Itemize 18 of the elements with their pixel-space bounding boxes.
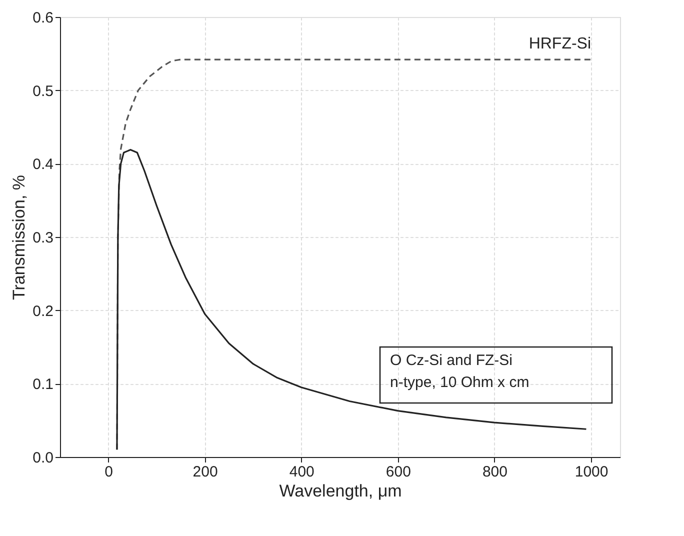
- x-axis-title: Wavelength, μm: [279, 482, 402, 500]
- y-tick-label: 0.6: [32, 10, 54, 26]
- x-tick-label: 200: [192, 464, 218, 480]
- line-series: [116, 148, 588, 450]
- x-tick-label: 400: [289, 464, 314, 480]
- series-label: HRFZ-Si: [528, 36, 592, 53]
- annotation: O Cz-Si and FZ-Si n-type, 10 Ohm x cm: [390, 352, 530, 391]
- x-tick-label: 800: [482, 464, 508, 480]
- y-tick-label: 0.1: [32, 376, 54, 394]
- x-tick-label: 0: [104, 464, 113, 480]
- y-tick-label: 0.0: [32, 450, 54, 466]
- y-tick-label: 0.4: [32, 156, 54, 174]
- x-tick-label: 600: [386, 464, 411, 480]
- y-tick-label: 0.5: [32, 82, 54, 100]
- y-axis-title: Transmission, %: [10, 174, 29, 300]
- y-tick-label: 0.2: [32, 302, 54, 320]
- x-tick-label: 1000: [574, 464, 608, 480]
- y-tick-label: 0.3: [32, 230, 54, 246]
